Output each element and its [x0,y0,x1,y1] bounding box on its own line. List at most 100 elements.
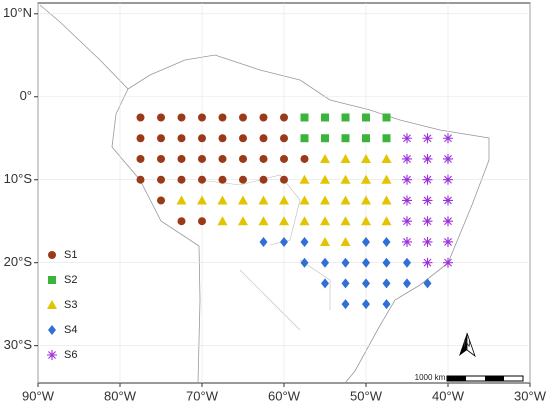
point [340,216,351,226]
point [177,134,186,143]
point [300,154,309,163]
x-tick-label: 70°W [186,388,219,403]
point [280,113,288,122]
point [218,134,227,143]
x-tick-label: 60°W [268,388,301,403]
legend-marker [48,325,56,335]
point [422,174,433,185]
point [402,195,412,206]
legend-item: S3 [47,299,77,311]
y-tick-label: 10°S [4,171,33,186]
point [341,299,350,310]
x-tick-label: 90°W [22,388,55,403]
point [176,195,187,205]
point [280,134,288,143]
point [280,154,288,163]
point [157,196,165,205]
point [299,195,310,205]
point [198,217,206,226]
point [320,174,330,184]
north-arrow [459,332,476,358]
point [320,195,330,205]
point [218,154,227,163]
point [259,113,268,122]
point [238,216,248,226]
point [299,216,310,226]
point [157,154,165,163]
point [300,113,309,122]
point [381,153,392,163]
point [177,217,186,226]
point [422,236,433,247]
legend-marker [48,276,56,284]
point [443,195,453,206]
point [423,278,432,289]
point [422,257,433,268]
point [382,134,391,143]
legend-label: S2 [64,274,77,286]
point [381,174,392,184]
point [177,154,186,163]
point [320,153,330,163]
point [422,133,433,144]
point [177,175,186,184]
point [443,236,453,247]
point [321,278,329,289]
legend-item: S4 [48,324,77,336]
point [341,134,350,143]
point [300,134,309,143]
scale-bar [446,375,524,382]
point [422,153,433,164]
point [259,154,268,163]
point [198,113,206,122]
point [362,236,370,247]
legend-label: S6 [64,349,77,361]
point [403,257,411,268]
point [341,278,350,289]
point [198,154,206,163]
point [361,216,371,226]
legend-marker [47,300,57,309]
point [239,134,247,143]
point [157,134,165,143]
point [280,175,288,184]
point [238,195,248,205]
point [443,216,453,227]
point [362,257,370,268]
point [136,175,145,184]
x-tick-label: 30°W [514,388,547,403]
point [321,134,329,143]
point [361,174,371,184]
x-tick-label: 50°W [350,388,383,403]
point [198,134,206,143]
point [422,195,433,206]
point [403,278,411,289]
point [157,175,165,184]
coastline [39,4,490,384]
point [136,134,145,143]
y-tick-label: 0° [20,88,32,103]
point [299,174,310,184]
legend-item: S1 [48,249,77,261]
point [402,133,412,144]
point [259,236,268,247]
point [239,154,247,163]
point [259,134,268,143]
point [382,236,391,247]
point [422,216,433,227]
point [340,153,351,163]
point [157,113,165,122]
point [402,236,412,247]
point [136,154,145,163]
point [259,175,268,184]
point [341,113,350,122]
point [362,113,370,122]
point [217,216,228,226]
point [239,175,247,184]
point [382,299,391,310]
point [300,236,309,247]
point [340,195,351,205]
y-tick-label: 20°S [4,254,33,269]
point [198,175,206,184]
